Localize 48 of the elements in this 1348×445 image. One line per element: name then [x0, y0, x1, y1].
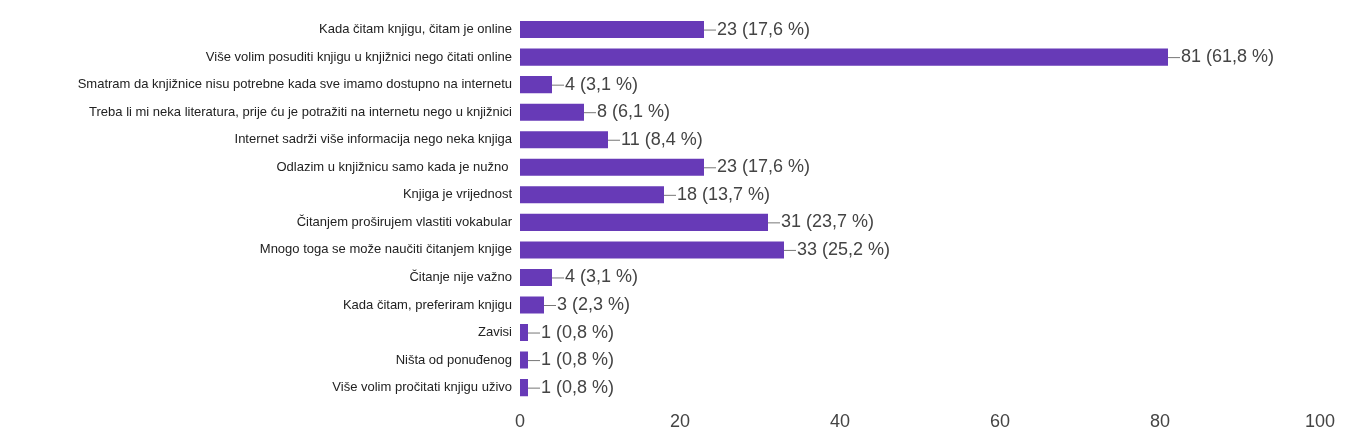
y-tick-label: Kada čitam, preferiram knjigu [342, 296, 512, 312]
bar [520, 103, 584, 121]
bar [520, 48, 1168, 66]
y-tick-label: Više volim posuditi knjigu u knjižnici nego čitati online [205, 48, 512, 64]
y-tick-label: Čitanjem proširujem vlastiti vokabular [296, 213, 513, 229]
y-tick-label: Čitanje nije važno [409, 269, 512, 285]
data-label: 1 (0,8 %) [541, 321, 615, 342]
data-label: 18 (13,7 %) [677, 183, 771, 204]
data-label: 31 (23,7 %) [781, 211, 875, 232]
data-label: 4 (3,1 %) [565, 73, 639, 94]
y-tick-label: Odlazim u knjižnicu samo kada je nužno [276, 158, 512, 174]
bar [520, 76, 552, 94]
y-tick-label: Više volim pročitati knjigu uživo [332, 379, 512, 395]
bar [520, 351, 528, 369]
data-label: 4 (3,1 %) [565, 266, 639, 287]
bar [520, 158, 704, 176]
y-tick-label: Zavisi [478, 324, 513, 340]
data-label: 23 (17,6 %) [717, 18, 811, 39]
x-tick-label: 20 [669, 411, 691, 432]
data-label: 11 (8,4 %) [621, 128, 703, 149]
y-tick-label: Internet sadrži više informacija nego neka knjiga [234, 131, 513, 147]
x-tick-label: 80 [1149, 411, 1171, 432]
data-label: 1 (0,8 %) [541, 349, 615, 370]
y-tick-label: Mnogo toga se može naučiti čitanjem knjige [259, 241, 512, 257]
data-label: 23 (17,6 %) [717, 156, 811, 177]
y-tick-label: Kada čitam knjigu, čitam je online [319, 21, 512, 37]
data-label: 3 (2,3 %) [557, 293, 631, 314]
bar [520, 379, 528, 397]
bar [520, 241, 784, 259]
x-tick-label: 0 [514, 411, 526, 432]
y-tick-label: Ništa od ponuđenog [395, 351, 512, 367]
bar [520, 268, 552, 286]
bar [520, 324, 528, 342]
bar [520, 296, 544, 314]
y-tick-label: Knjiga je vrijednost [402, 186, 513, 202]
x-tick-label: 40 [829, 411, 851, 432]
bar [520, 131, 608, 149]
data-label: 81 (61,8 %) [1181, 46, 1275, 67]
y-tick-label: Treba li mi neka literatura, prije ću je potražiti na internetu nego u knjižnici [89, 103, 513, 119]
bar [520, 21, 704, 39]
x-tick-label: 100 [1304, 411, 1336, 432]
x-tick-label: 60 [989, 411, 1011, 432]
bar [520, 213, 768, 231]
bar [520, 186, 664, 204]
data-label: 33 (25,2 %) [797, 238, 891, 259]
data-label: 1 (0,8 %) [541, 376, 615, 397]
y-tick-label: Smatram da knjižnice nisu potrebne kada sve imamo dostupno na internetu [77, 76, 512, 92]
data-label: 8 (6,1 %) [597, 101, 671, 122]
